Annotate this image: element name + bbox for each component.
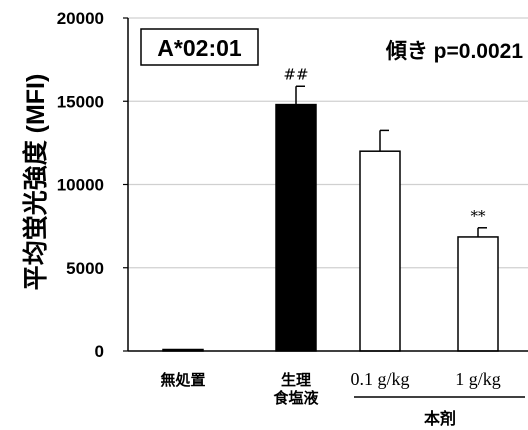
- y-tick-label: 15000: [57, 92, 104, 111]
- significance-mark: ##: [283, 65, 308, 83]
- boxed-label-frame: [140, 28, 259, 66]
- bar: [359, 150, 401, 352]
- category-label: 生理: [281, 371, 311, 389]
- y-tick-label: 20000: [57, 9, 104, 28]
- bar: [275, 103, 317, 352]
- axes: [123, 17, 528, 352]
- bars: [162, 85, 499, 352]
- y-tick-label: 10000: [57, 176, 104, 195]
- boxed-label: A*02:01: [157, 35, 242, 61]
- bar: [457, 236, 499, 352]
- category-label: 無処置: [160, 371, 205, 389]
- y-axis-label: 平均蛍光強度 (MFI): [21, 74, 50, 291]
- slope-text: 傾き p=0.0021: [385, 40, 523, 63]
- category-label: 0.1 g/kg: [350, 369, 409, 389]
- category-label: 食塩液: [273, 389, 319, 407]
- y-tick-label: 0: [95, 342, 104, 361]
- group-label: 本剤: [424, 409, 456, 428]
- significance-mark: **: [471, 207, 487, 225]
- y-tick-label: 5000: [66, 259, 104, 278]
- category-label: 1 g/kg: [455, 369, 501, 389]
